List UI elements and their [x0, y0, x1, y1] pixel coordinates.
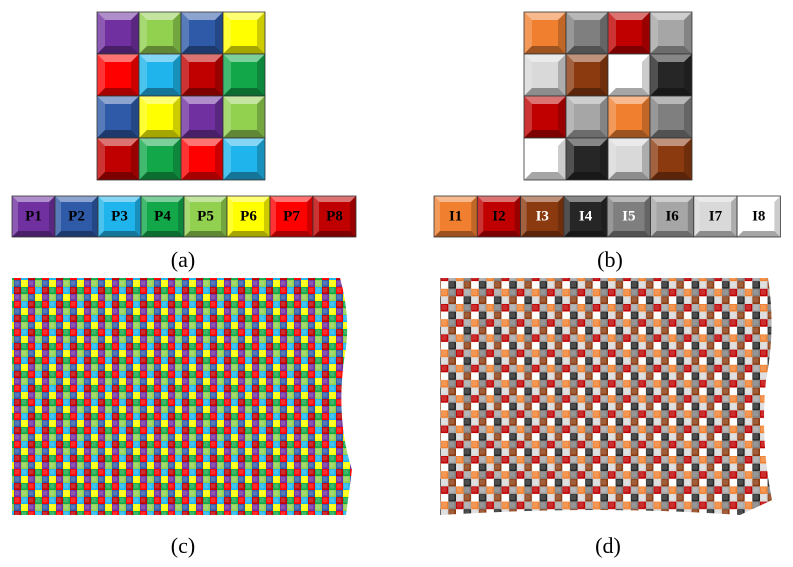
palette-label: P7	[283, 208, 300, 224]
tile	[96, 137, 140, 181]
palette-label: P2	[68, 208, 85, 224]
palette-label: P5	[197, 208, 214, 224]
texture-d	[440, 278, 772, 515]
tile	[523, 11, 567, 55]
tile	[222, 95, 266, 139]
palette-label: P1	[25, 208, 42, 224]
palette-a: P1 P2 P3 P4 P5 P6 P7 P8	[11, 195, 357, 238]
tile	[180, 137, 224, 181]
tile	[607, 11, 651, 55]
tile	[476, 195, 521, 238]
tile	[312, 195, 357, 238]
tile	[54, 195, 99, 238]
caption-c: (c)	[171, 533, 195, 558]
tile	[606, 195, 651, 238]
palette-label: P6	[240, 208, 257, 224]
tile	[565, 95, 609, 139]
palette-label: P8	[326, 208, 343, 224]
tile	[565, 137, 609, 181]
tile	[226, 195, 271, 238]
tile	[138, 137, 182, 181]
tile	[269, 195, 314, 238]
tile	[180, 53, 224, 97]
tile	[138, 11, 182, 55]
tile	[433, 195, 478, 238]
tile	[650, 195, 695, 238]
tile-grid	[523, 11, 693, 181]
tile	[607, 53, 651, 97]
caption-b: (b)	[597, 247, 623, 272]
palette-label: I6	[665, 208, 679, 224]
tile	[96, 95, 140, 139]
palette-label: I8	[752, 208, 765, 224]
tile	[649, 95, 693, 139]
tile	[607, 137, 651, 181]
tile	[11, 195, 56, 238]
palette-label: I2	[492, 208, 505, 224]
palette-b: I1 I2 I3 I4 I5 I6 I7 I8	[433, 195, 781, 238]
tile	[649, 11, 693, 55]
tile-grid	[96, 11, 266, 181]
tile	[693, 195, 738, 238]
palette-label: I1	[449, 208, 462, 224]
tile	[222, 137, 266, 181]
palette-label: I7	[709, 208, 723, 224]
tile	[180, 11, 224, 55]
tile	[138, 53, 182, 97]
palette-label: I3	[536, 208, 549, 224]
tile	[736, 195, 781, 238]
tile	[180, 95, 224, 139]
tile	[565, 53, 609, 97]
caption-d: (d)	[595, 533, 621, 558]
tile	[563, 195, 608, 238]
caption-a: (a)	[171, 247, 195, 272]
palette-label: I5	[622, 208, 635, 224]
palette-label: P4	[154, 208, 171, 224]
tile	[607, 95, 651, 139]
tile	[523, 53, 567, 97]
tile	[222, 11, 266, 55]
palette-label: I4	[579, 208, 593, 224]
tile	[565, 11, 609, 55]
tile	[183, 195, 228, 238]
tile	[523, 137, 567, 181]
palette-label: P3	[111, 208, 128, 224]
tile	[96, 11, 140, 55]
tile	[222, 53, 266, 97]
panels: P1 P2 P3 P4 P5 P6 P7 P8 I1 I2 I3 I4 I5 I6 I7 I8	[11, 11, 781, 515]
tile	[96, 53, 140, 97]
tile	[97, 195, 142, 238]
tile	[138, 95, 182, 139]
tile	[523, 95, 567, 139]
texture-c	[12, 278, 352, 515]
tile	[649, 137, 693, 181]
tile	[649, 53, 693, 97]
